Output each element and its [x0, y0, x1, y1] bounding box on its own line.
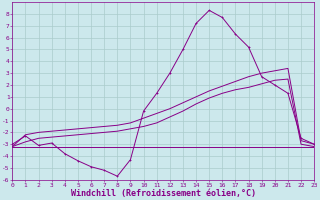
X-axis label: Windchill (Refroidissement éolien,°C): Windchill (Refroidissement éolien,°C) — [71, 189, 256, 198]
